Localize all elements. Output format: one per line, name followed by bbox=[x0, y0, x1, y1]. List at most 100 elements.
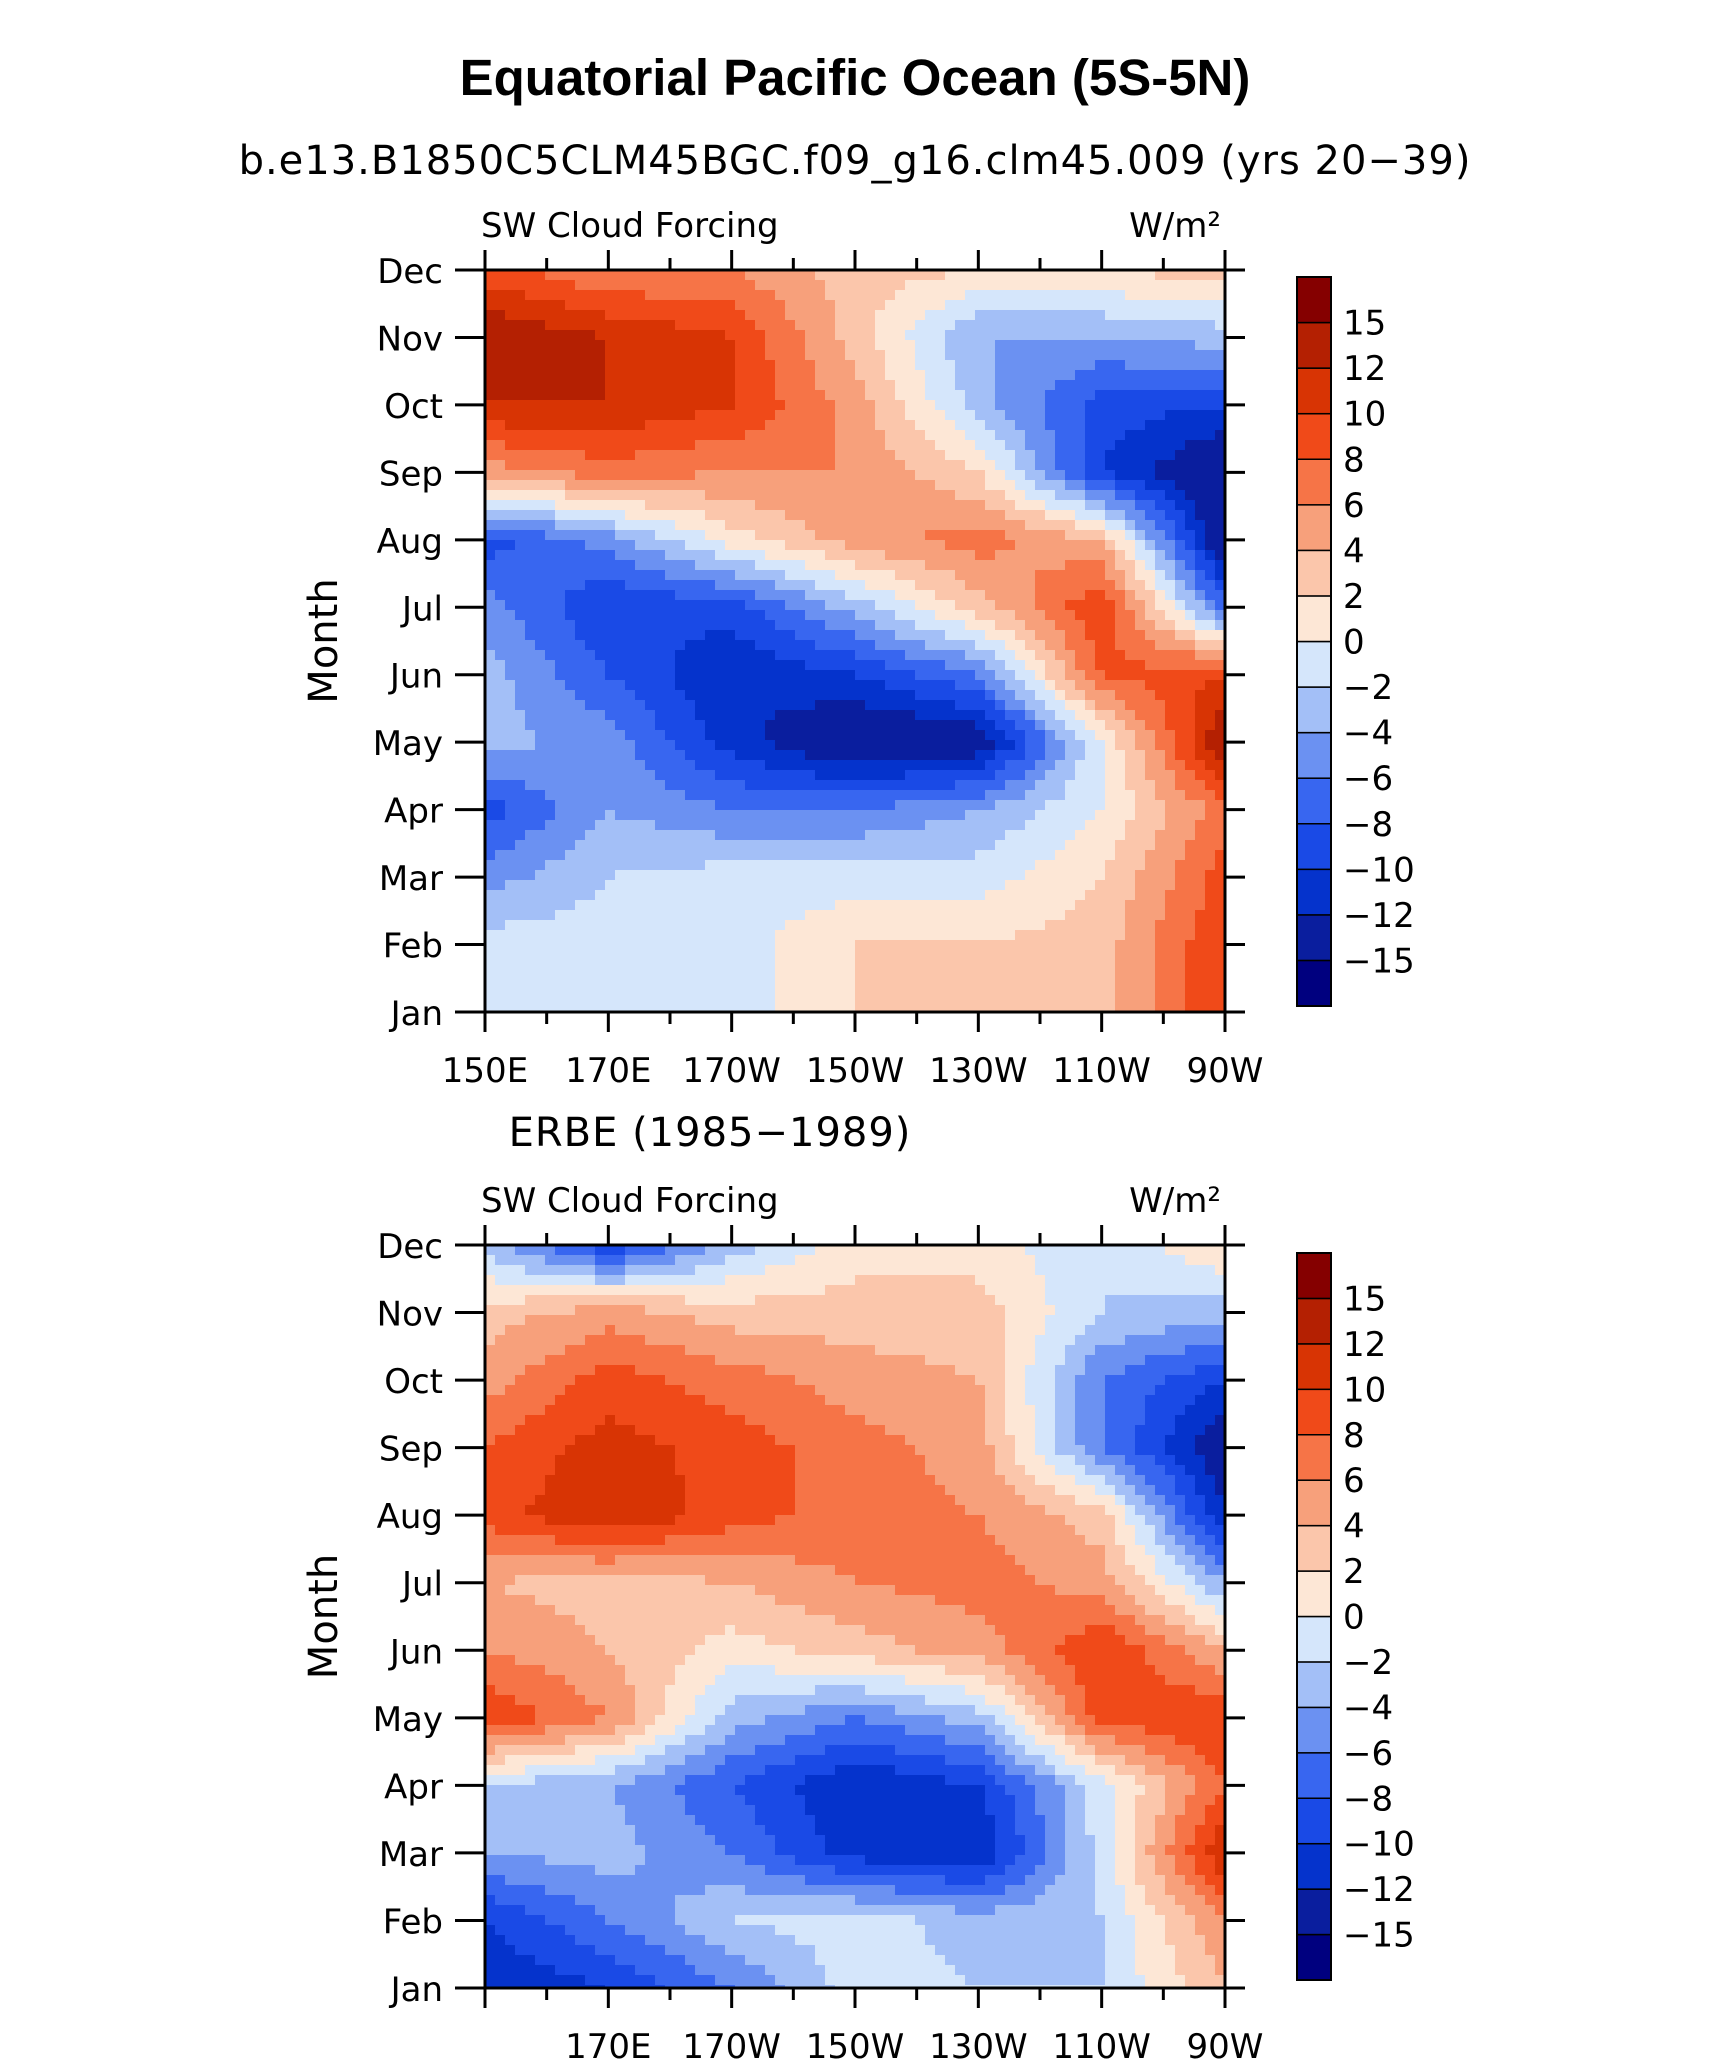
contour-cell bbox=[1185, 470, 1196, 481]
contour-cell bbox=[525, 710, 536, 721]
contour-cell bbox=[645, 650, 656, 661]
contour-cell bbox=[1135, 310, 1146, 321]
contour-cell bbox=[1195, 710, 1206, 721]
contour-cell bbox=[1045, 300, 1056, 311]
contour-cell bbox=[705, 840, 716, 851]
contour-cell bbox=[875, 570, 886, 581]
contour-cell bbox=[865, 860, 876, 871]
contour-cell bbox=[725, 490, 736, 501]
contour-cell bbox=[535, 920, 546, 931]
contour-cell bbox=[745, 760, 756, 771]
contour-cell bbox=[1005, 730, 1016, 741]
contour-cell bbox=[965, 840, 976, 851]
contour-cell bbox=[1025, 430, 1036, 441]
contour-cell bbox=[1045, 820, 1056, 831]
contour-cell bbox=[1015, 290, 1026, 301]
contour-cell bbox=[615, 900, 626, 911]
contour-cell bbox=[1135, 810, 1146, 821]
contour-cell bbox=[745, 620, 756, 631]
contour-cell bbox=[905, 900, 916, 911]
contour-cell bbox=[685, 930, 696, 941]
contour-cell bbox=[765, 580, 776, 591]
contour-cell bbox=[685, 890, 696, 901]
contour-cell bbox=[725, 840, 736, 851]
contour-cell bbox=[1045, 640, 1056, 651]
contour-cell bbox=[855, 690, 866, 701]
contour-cell bbox=[605, 560, 616, 571]
contour-cell bbox=[1145, 840, 1156, 851]
contour-cell bbox=[1085, 310, 1096, 321]
contour-cell bbox=[785, 620, 796, 631]
contour-cell bbox=[495, 290, 506, 301]
contour-cell bbox=[805, 390, 816, 401]
contour-cell bbox=[955, 660, 966, 671]
contour-cell bbox=[1175, 640, 1186, 651]
contour-cell bbox=[535, 360, 546, 371]
contour-cell bbox=[615, 460, 626, 471]
contour-cell bbox=[965, 920, 976, 931]
contour-cell bbox=[1045, 720, 1056, 731]
contour-cell bbox=[705, 420, 716, 431]
contour-cell bbox=[485, 800, 496, 811]
contour-cell bbox=[875, 320, 886, 331]
contour-cell bbox=[675, 560, 686, 571]
contour-cell bbox=[1065, 270, 1076, 281]
contour-cell bbox=[865, 850, 876, 861]
contour-cell bbox=[1115, 860, 1126, 871]
contour-cell bbox=[995, 930, 1006, 941]
contour-cell bbox=[1035, 720, 1046, 731]
contour-cell bbox=[775, 830, 786, 841]
contour-cell bbox=[815, 930, 826, 941]
contour-cell bbox=[975, 480, 986, 491]
contour-cell bbox=[1115, 880, 1126, 891]
contour-cell bbox=[975, 360, 986, 371]
contour-cell bbox=[835, 500, 846, 511]
contour-cell bbox=[845, 700, 856, 711]
contour-cell bbox=[1045, 830, 1056, 841]
contour-cell bbox=[495, 610, 506, 621]
contour-cell bbox=[1065, 800, 1076, 811]
contour-cell bbox=[1015, 430, 1026, 441]
contour-cell bbox=[645, 860, 656, 871]
contour-cell bbox=[545, 740, 556, 751]
contour-cell bbox=[755, 510, 766, 521]
contour-cell bbox=[675, 790, 686, 801]
contour-cell bbox=[635, 650, 646, 661]
contour-cell bbox=[515, 560, 526, 571]
contour-cell bbox=[1055, 890, 1066, 901]
contour-cell bbox=[1025, 730, 1036, 741]
contour-cell bbox=[1025, 770, 1036, 781]
contour-cell bbox=[685, 570, 696, 581]
contour-cell bbox=[675, 530, 686, 541]
contour-cell bbox=[855, 680, 866, 691]
contour-cell bbox=[1065, 660, 1076, 671]
contour-cell bbox=[675, 600, 686, 611]
contour-cell bbox=[1215, 300, 1226, 311]
contour-cell bbox=[965, 850, 976, 861]
contour-cell bbox=[535, 520, 546, 531]
contour-cell bbox=[875, 540, 886, 551]
contour-cell bbox=[685, 860, 696, 871]
contour-cell bbox=[595, 800, 606, 811]
contour-cell bbox=[485, 640, 496, 651]
contour-cell bbox=[975, 730, 986, 741]
contour-cell bbox=[555, 620, 566, 631]
contour-cell bbox=[615, 340, 626, 351]
contour-cell bbox=[1195, 620, 1206, 631]
contour-cell bbox=[755, 530, 766, 541]
contour-cell bbox=[875, 780, 886, 791]
contour-cell bbox=[595, 710, 606, 721]
contour-cell bbox=[1065, 430, 1076, 441]
contour-cell bbox=[645, 460, 656, 471]
contour-cell bbox=[945, 330, 956, 341]
contour-cell bbox=[925, 270, 936, 281]
contour-cell bbox=[545, 320, 556, 331]
contour-cell bbox=[945, 690, 956, 701]
contour-cell bbox=[605, 650, 616, 661]
contour-cell bbox=[1075, 360, 1086, 371]
contour-cell bbox=[565, 710, 576, 721]
contour-cell bbox=[1005, 490, 1016, 501]
contour-cell bbox=[1035, 750, 1046, 761]
contour-cell bbox=[1085, 470, 1096, 481]
contour-cell bbox=[495, 590, 506, 601]
